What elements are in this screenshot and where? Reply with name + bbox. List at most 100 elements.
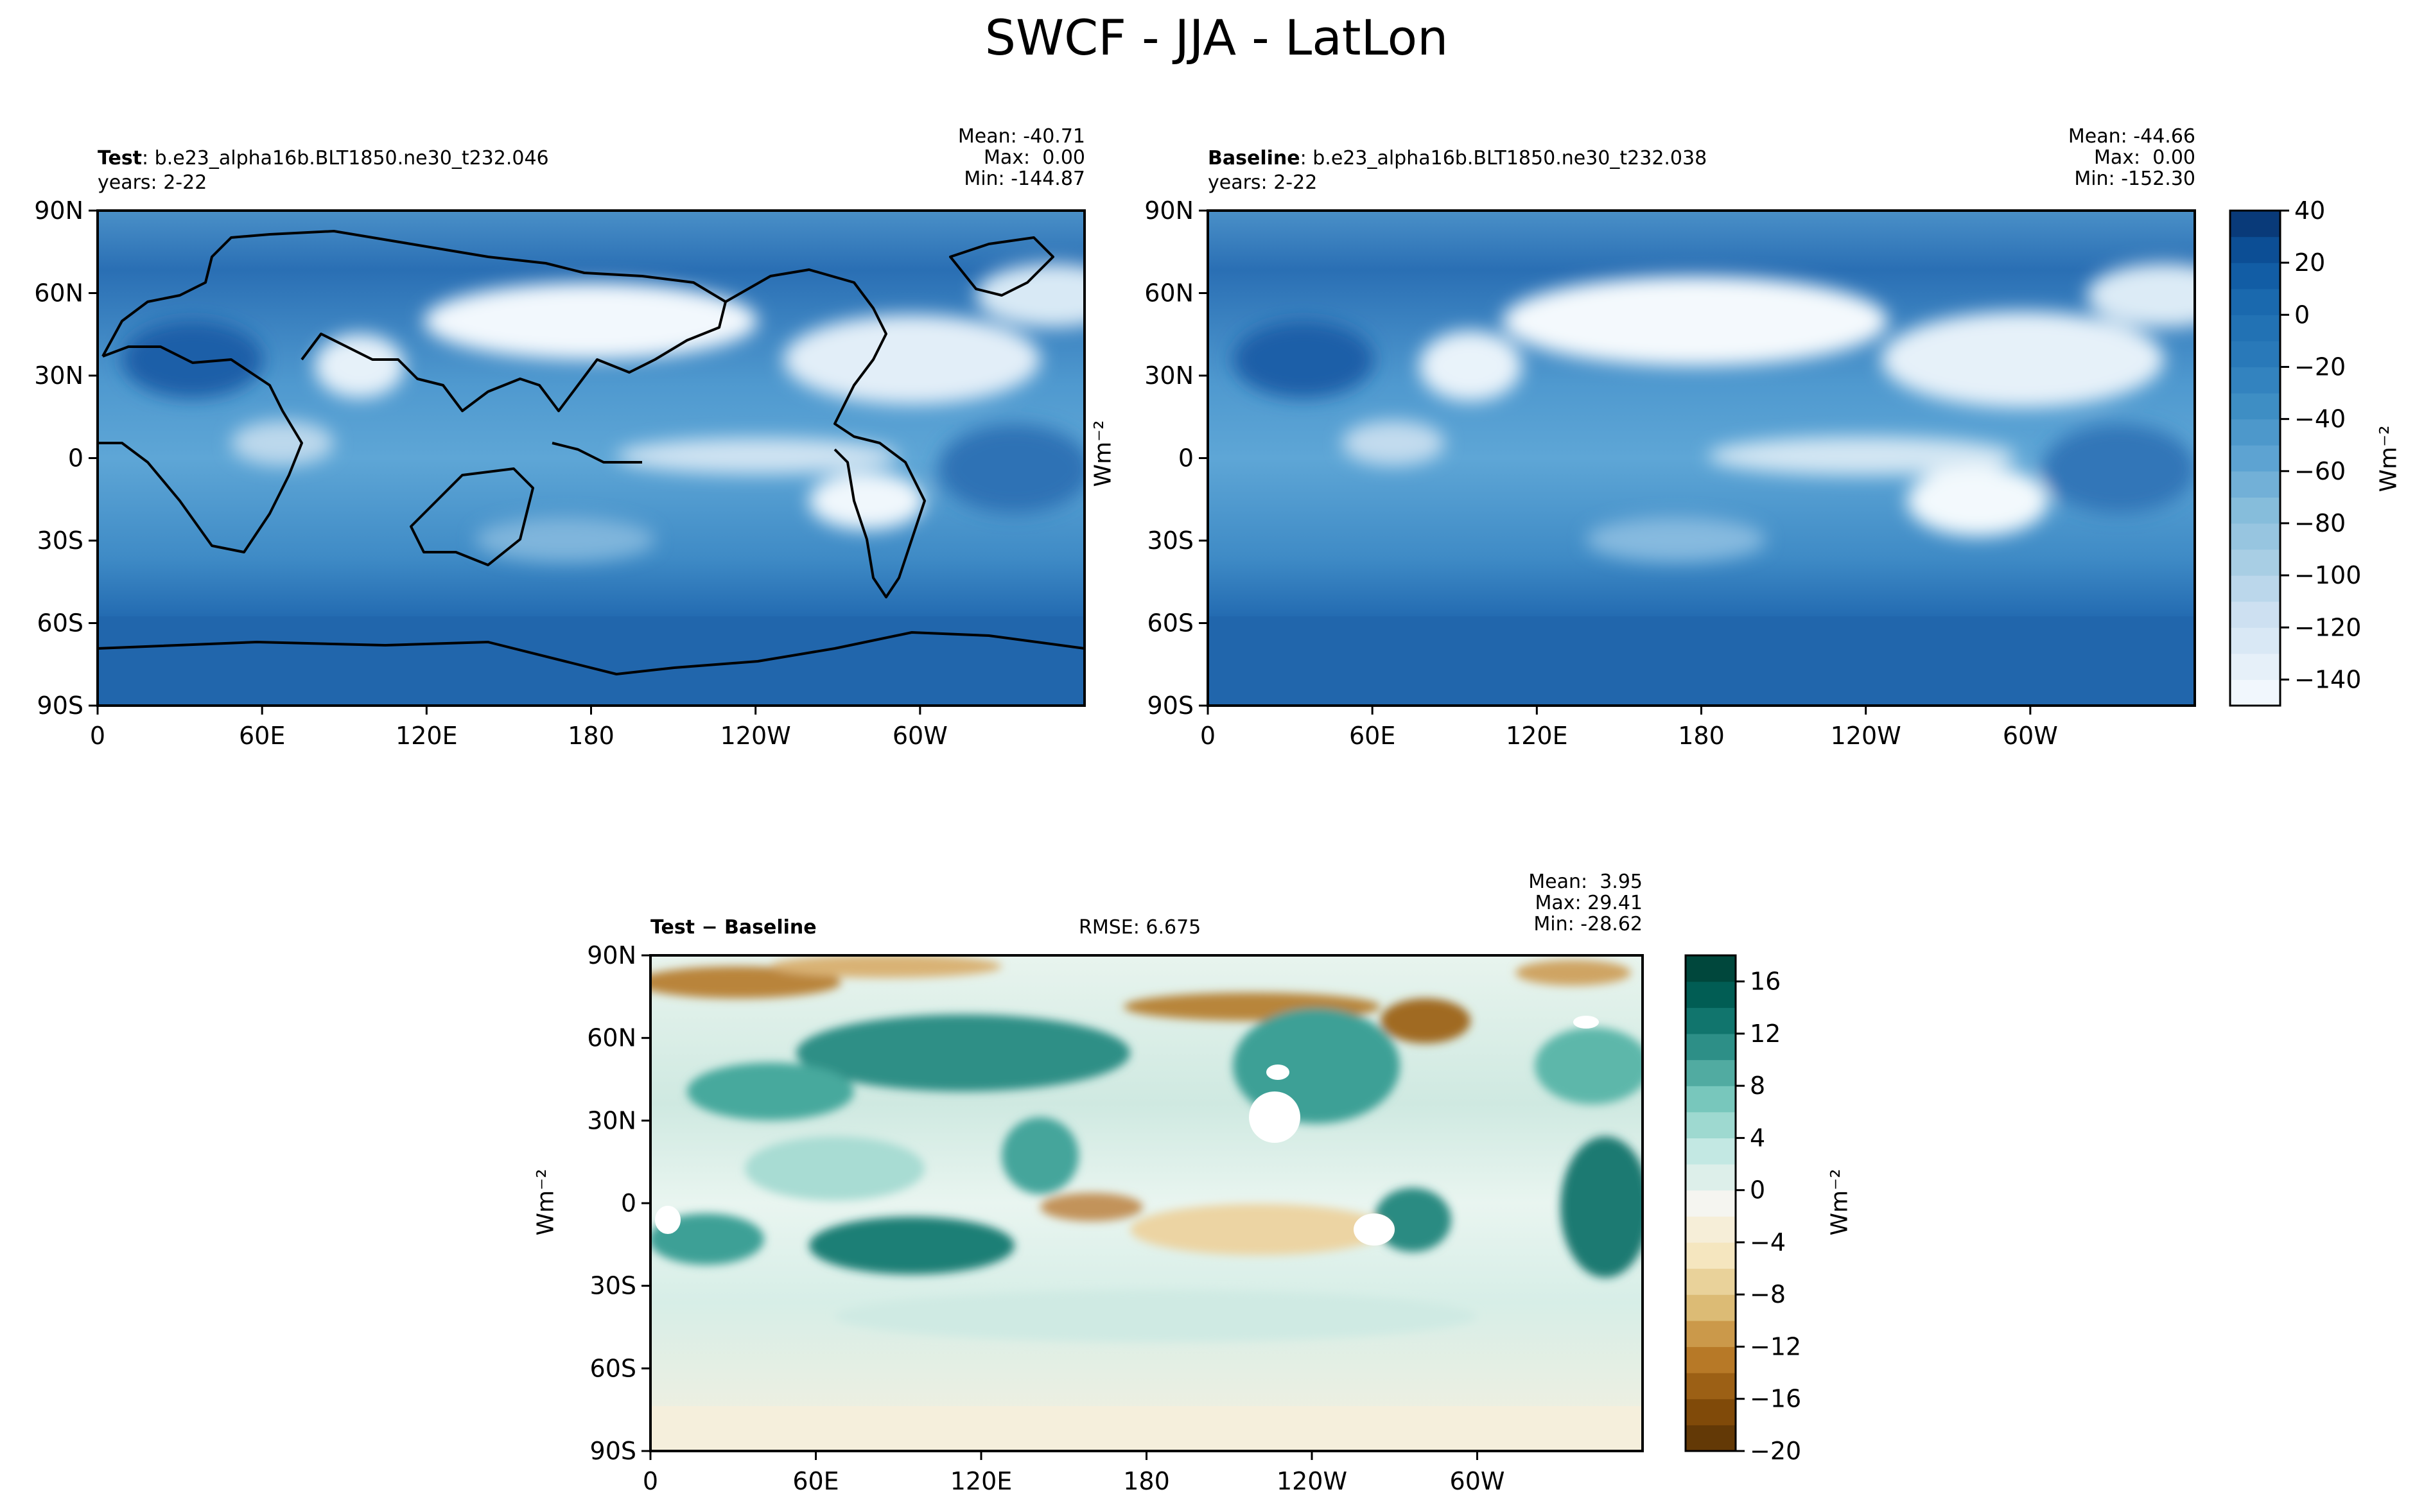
- colorbar-tick-label: 16: [1750, 968, 1781, 996]
- colorbar-level: [2230, 549, 2280, 576]
- colorbar-level: [1686, 1138, 1736, 1165]
- y-tick-label: 60S: [37, 609, 83, 638]
- colorbar-level: [2230, 653, 2280, 681]
- panel-title-difference: Test − Baseline: [650, 917, 817, 939]
- colorbar-tick-label: −60: [2294, 457, 2346, 485]
- y-tick-label: 90S: [590, 1437, 636, 1465]
- colorbar-frame: [2229, 209, 2281, 707]
- colorbar-level: [1686, 955, 1736, 982]
- colorbar-level: [1686, 1164, 1736, 1191]
- colorbar-level: [2230, 288, 2280, 315]
- colorbar-tick-label: −140: [2294, 665, 2361, 693]
- stat-max: Max: 29.41: [1535, 892, 1643, 914]
- colorbar-tick-label: −120: [2294, 613, 2361, 641]
- y-tick-label: 90N: [587, 941, 636, 969]
- colorbar-level: [2230, 601, 2280, 628]
- stat-max: Max: 0.00: [984, 146, 1085, 169]
- figure-title: SWCF - JJA - LatLon: [984, 9, 1449, 66]
- map-difference-field: [650, 955, 1643, 1451]
- colorbar-frame: [1684, 954, 1737, 1452]
- panel-title-bold: Test − Baseline: [650, 916, 817, 939]
- colorbar-tick-label: 12: [1750, 1020, 1781, 1048]
- axis-ticks-test: 0 60E 120E 180 120W 60W 90N 60N 30N 0 30S 60S 90S: [34, 196, 948, 750]
- y-tick-label: 90N: [1144, 196, 1194, 225]
- colorbar-level: [1686, 1059, 1736, 1086]
- x-tick-label: 180: [1678, 722, 1725, 750]
- y-tick-label: 30N: [34, 361, 83, 390]
- colorbar-level: [2230, 471, 2280, 498]
- y-tick-label: 60N: [587, 1024, 636, 1052]
- colorbar-level: [2230, 340, 2280, 368]
- x-tick-label: 0: [90, 722, 105, 750]
- y-tick-label: 0: [68, 444, 83, 473]
- colorbar-level: [2230, 497, 2280, 524]
- panel-subtitle-baseline: years: 2-22: [1208, 171, 1318, 194]
- stat-max: Max: 0.00: [2094, 146, 2195, 169]
- colorbar-swcf: 40 20 0 −20 −40 −60 −80 −100 −120 −140: [2229, 196, 2361, 707]
- colorbar-tick-label: −80: [2294, 509, 2346, 537]
- colorbar-tick-label: −4: [1750, 1228, 1786, 1256]
- rmse-label: RMSE: 6.675: [1079, 916, 1201, 939]
- colorbar-tick-label: −8: [1750, 1280, 1786, 1308]
- panel-title-bold: Baseline: [1208, 147, 1300, 169]
- x-tick-label: 120W: [720, 722, 791, 750]
- x-tick-label: 60E: [1349, 722, 1395, 750]
- coastlines-test: [98, 230, 1085, 675]
- colorbar-level: [1686, 1033, 1736, 1061]
- colorbar-level: [1686, 1294, 1736, 1321]
- panel-title-baseline: Baseline: b.e23_alpha16b.BLT1850.ne30_t2…: [1208, 148, 1707, 169]
- stats-test: Mean: -40.71 Max: 0.00 Min: -144.87: [958, 126, 1085, 189]
- colorbar-level: [2230, 575, 2280, 602]
- y-tick-label: 90S: [37, 691, 83, 720]
- colorbar-tick-label: 4: [1750, 1124, 1765, 1152]
- panel-title-bold: Test: [98, 147, 143, 169]
- x-tick-label: 180: [568, 722, 615, 750]
- y-tick-label: 0: [1178, 444, 1194, 473]
- map-test-field: [98, 211, 1085, 706]
- stats-difference: Mean: 3.95 Max: 29.41 Min: -28.62: [1528, 871, 1643, 935]
- colorbar-tick-label: 0: [1750, 1176, 1765, 1204]
- stat-mean: Mean: 3.95: [1528, 871, 1643, 893]
- x-tick-label: 120E: [950, 1467, 1013, 1495]
- colorbar-level: [1686, 1346, 1736, 1373]
- colorbar-tick-label: 40: [2294, 196, 2325, 225]
- colorbar-tick-label: −40: [2294, 405, 2346, 433]
- colorbar-level: [1686, 1086, 1736, 1113]
- stat-min: Min: -144.87: [964, 168, 1085, 190]
- y-tick-label: 30S: [590, 1272, 636, 1300]
- y-tick-label: 30N: [1144, 361, 1194, 390]
- colorbar-level: [1686, 1111, 1736, 1139]
- x-tick-label: 60W: [1450, 1467, 1505, 1495]
- colorbar-level: [2230, 367, 2280, 394]
- x-tick-label: 180: [1123, 1467, 1170, 1495]
- colorbar-tick-label: −20: [2294, 352, 2346, 381]
- y-tick-label: 30N: [587, 1106, 636, 1134]
- colorbar-level: [2230, 419, 2280, 446]
- colorbar-level: [2230, 393, 2280, 420]
- y-tick-label: 30S: [1147, 526, 1194, 555]
- colorbar-tick-label: 0: [2294, 300, 2310, 329]
- colorbar-tick-label: 20: [2294, 248, 2325, 277]
- colorbar-level: [1686, 1320, 1736, 1348]
- colorbar-tick-label: −100: [2294, 561, 2361, 589]
- ylabel-test: Wm⁻²: [1090, 420, 1117, 487]
- colorbar-level: [1686, 1398, 1736, 1425]
- colorbar-level: [2230, 236, 2280, 263]
- x-tick-label: 120E: [1506, 722, 1568, 750]
- ylabel-difference: Wm⁻²: [532, 1169, 559, 1236]
- colorbar-tick-label: −20: [1750, 1437, 1801, 1465]
- colorbar-level: [2230, 211, 2280, 238]
- y-tick-label: 90N: [34, 196, 83, 225]
- colorbar-level: [2230, 315, 2280, 342]
- colorbar-level: [2230, 679, 2280, 706]
- stats-baseline: Mean: -44.66 Max: 0.00 Min: -152.30: [2068, 126, 2195, 189]
- y-tick-label: 0: [621, 1189, 636, 1217]
- y-tick-label: 60S: [590, 1354, 636, 1382]
- stat-min: Min: -28.62: [1533, 913, 1643, 935]
- panel-title-rest: : b.e23_alpha16b.BLT1850.ne30_t232.046: [142, 147, 549, 169]
- colorbar-level: [2230, 445, 2280, 472]
- x-tick-label: 60E: [239, 722, 285, 750]
- colorbar-label-difference: Wm⁻²: [1826, 1169, 1853, 1236]
- colorbar-tick-label: −12: [1750, 1332, 1801, 1360]
- colorbar-level: [1686, 981, 1736, 1008]
